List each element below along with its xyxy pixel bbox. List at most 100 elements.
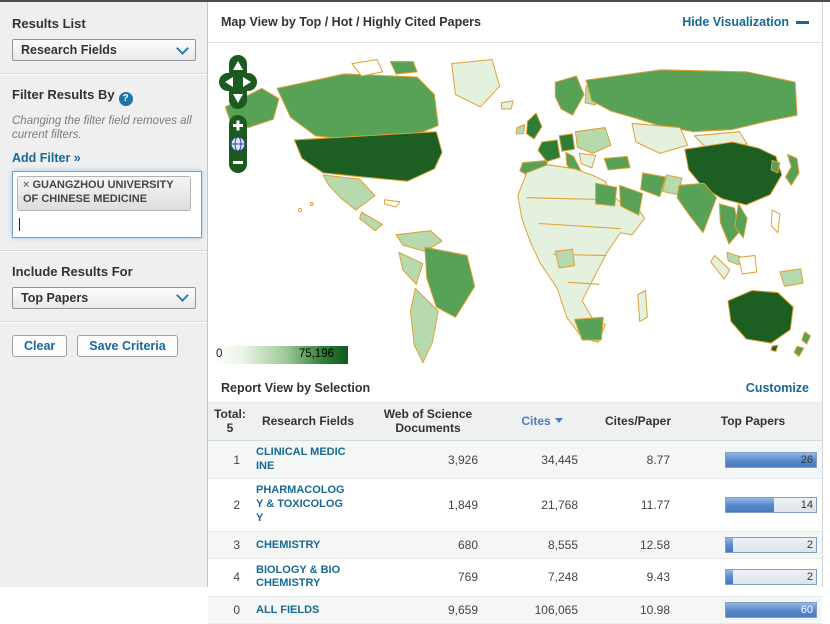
results-list-dropdown[interactable]: Research Fields — [12, 39, 196, 61]
field-cell: BIOLOGY & BIOCHEMISTRY — [252, 558, 364, 598]
island-madagascar[interactable] — [637, 289, 648, 322]
column-header-cites[interactable]: Cites — [492, 403, 592, 441]
country-russia[interactable] — [585, 69, 798, 133]
top-papers-cell: 60 — [684, 596, 822, 624]
table-row-total: 0 ALL FIELDS 9,659 106,065 10.98 60 — [208, 596, 822, 624]
sidebar: Results List Research Fields Filter Resu… — [0, 2, 208, 587]
documents-cell: 3,926 — [364, 440, 492, 480]
country-japan[interactable] — [785, 153, 800, 186]
country-new-zealand[interactable] — [801, 331, 811, 345]
country-nigeria[interactable] — [554, 248, 575, 269]
table-row: 4 BIOLOGY & BIOCHEMISTRY 769 7,248 9.43 2 — [208, 558, 822, 598]
country-canada[interactable] — [276, 73, 439, 141]
documents-cell: 1,849 — [364, 478, 492, 532]
rank-cell: 1 — [208, 440, 252, 480]
add-filter-link[interactable]: Add Filter » — [12, 151, 81, 166]
research-field-link[interactable]: BIOLOGY & BIOCHEMISTRY — [256, 563, 341, 590]
country-germany[interactable] — [558, 133, 575, 152]
country-new-zealand-south — [793, 345, 805, 358]
country-colombia-venezuela[interactable] — [395, 230, 443, 252]
save-criteria-button[interactable]: Save Criteria — [77, 334, 178, 357]
pan-compass-control — [219, 55, 257, 109]
zoom-control — [229, 115, 247, 173]
cites-cell: 21,768 — [492, 478, 592, 532]
country-iceland[interactable] — [501, 100, 514, 110]
hide-visualization-link[interactable]: Hide Visualization — [682, 15, 809, 29]
close-icon[interactable]: × — [23, 179, 30, 192]
rank-cell: 3 — [208, 531, 252, 559]
arctic-island — [351, 58, 384, 77]
country-malaysia[interactable] — [726, 251, 743, 266]
country-egypt[interactable] — [595, 182, 618, 207]
top-papers-value: 14 — [800, 498, 813, 511]
country-norway-sweden[interactable] — [554, 75, 585, 116]
country-mexico[interactable] — [322, 174, 376, 211]
island-cuba — [384, 199, 401, 208]
africa-internal-borders — [526, 197, 621, 285]
country-turkey[interactable] — [603, 155, 631, 171]
clear-button[interactable]: Clear — [12, 334, 68, 357]
country-usa[interactable] — [293, 131, 443, 182]
filter-input-box[interactable]: × GUANGZHOU UNIVERSITY OF CHINESE MEDICIN… — [12, 171, 202, 238]
country-peru[interactable] — [398, 251, 424, 285]
region-thailand-myanmar — [718, 203, 740, 245]
documents-cell: 769 — [364, 558, 492, 598]
minus-icon — [796, 20, 809, 24]
region-central-america — [359, 211, 384, 232]
country-australia[interactable] — [727, 289, 794, 344]
country-ireland[interactable] — [515, 123, 526, 135]
island-tasmania — [770, 344, 779, 352]
column-header-cites-per-paper[interactable]: Cites/Paper — [592, 403, 684, 441]
sidebar-divider — [0, 320, 207, 323]
continent-africa[interactable] — [517, 164, 645, 343]
country-greenland[interactable] — [451, 58, 501, 108]
research-field-link[interactable]: CHEMISTRY — [256, 538, 321, 551]
country-brazil[interactable] — [424, 246, 476, 318]
filter-tag: × GUANGZHOU UNIVERSITY OF CHINESE MEDICIN… — [17, 176, 191, 211]
country-south-africa[interactable] — [574, 316, 604, 341]
column-header-wos-documents[interactable]: Web of Science Documents — [364, 403, 492, 441]
top-papers-value: 2 — [806, 538, 813, 551]
help-icon[interactable]: ? — [118, 91, 133, 106]
country-vietnam[interactable] — [734, 203, 748, 239]
map-controls[interactable] — [216, 53, 260, 175]
table-header-row: Total: 5 Research Fields Web of Science … — [208, 403, 822, 441]
country-iran[interactable] — [640, 172, 667, 198]
top-papers-cell: 26 — [684, 440, 822, 480]
world-map[interactable] — [208, 43, 822, 373]
country-philippines[interactable] — [770, 209, 781, 234]
top-papers-bar: 2 — [725, 569, 817, 586]
country-korea[interactable] — [770, 160, 781, 174]
results-list-dropdown-value: Research Fields — [21, 43, 117, 57]
chevron-down-icon — [169, 288, 195, 308]
cites-cell: 106,065 — [492, 596, 592, 624]
arctic-island — [389, 61, 418, 75]
map-legend: 0 75,196 — [213, 346, 348, 364]
research-field-link[interactable]: PHARMACOLOGY & TOXICOLOGY — [256, 484, 345, 524]
island-borneo — [738, 254, 758, 275]
results-list-heading: Results List — [12, 16, 86, 31]
rank-cell: 0 — [208, 596, 252, 624]
country-uk[interactable] — [526, 112, 543, 140]
research-field-link[interactable]: CLINICAL MEDICINE — [256, 445, 346, 472]
legend-max-value: 75,196 — [298, 348, 334, 360]
research-field-link[interactable]: ALL FIELDS — [256, 604, 320, 617]
top-papers-cell: 2 — [684, 558, 822, 598]
main-panel: Map View by Top / Hot / Highly Cited Pap… — [208, 2, 822, 624]
report-view-title: Report View by Selection — [221, 380, 371, 395]
cites-per-paper-cell: 12.58 — [592, 531, 684, 559]
country-saudi-arabia[interactable] — [619, 184, 644, 216]
country-argentina-chile[interactable] — [409, 287, 439, 364]
filter-tag-label: GUANGZHOU UNIVERSITY OF CHINESE MEDICINE — [23, 179, 174, 206]
top-papers-bar: 26 — [725, 451, 817, 468]
country-india[interactable] — [676, 182, 717, 234]
country-france[interactable] — [537, 139, 561, 163]
column-header-research-fields[interactable]: Research Fields — [252, 403, 364, 441]
cites-per-paper-cell: 9.43 — [592, 558, 684, 598]
column-header-top-papers[interactable]: Top Papers — [684, 403, 822, 441]
top-window-strip — [0, 0, 830, 2]
include-results-dropdown[interactable]: Top Papers — [12, 286, 196, 309]
cites-per-paper-cell: 11.77 — [592, 478, 684, 532]
region-eastern-europe — [574, 127, 612, 154]
customize-link[interactable]: Customize — [745, 380, 809, 395]
